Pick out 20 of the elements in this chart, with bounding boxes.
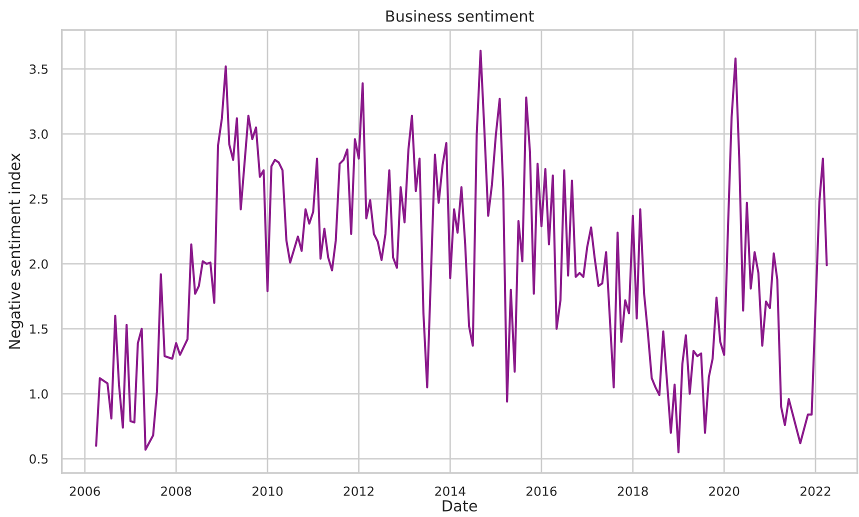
chart-title: Business sentiment bbox=[386, 10, 534, 22]
x-tick-label: 2012 bbox=[344, 486, 374, 496]
x-tick-label: 2010 bbox=[252, 486, 283, 496]
x-tick-label: 2014 bbox=[435, 486, 466, 496]
x-axis-title: Date bbox=[442, 500, 478, 512]
line-series bbox=[95, 50, 828, 454]
y-tick-label: 3.0 bbox=[30, 129, 48, 139]
x-tick-label: 2018 bbox=[618, 486, 648, 496]
x-tick-label: 2006 bbox=[70, 486, 100, 496]
y-axis-title: Negative sentiment index bbox=[8, 153, 24, 349]
y-tick-label: 0.5 bbox=[30, 454, 48, 464]
y-tick-label: 1.5 bbox=[30, 324, 48, 334]
y-tick-label: 3.5 bbox=[30, 64, 48, 74]
x-tick-label: 2008 bbox=[161, 486, 192, 496]
y-tick-label: 2.5 bbox=[30, 194, 48, 204]
x-tick-label: 2016 bbox=[526, 486, 557, 496]
y-tick-label: 1.0 bbox=[30, 389, 48, 399]
x-tick-label: 2022 bbox=[800, 486, 830, 496]
x-tick-label: 2020 bbox=[709, 486, 740, 496]
y-tick-label: 2.0 bbox=[30, 259, 48, 269]
